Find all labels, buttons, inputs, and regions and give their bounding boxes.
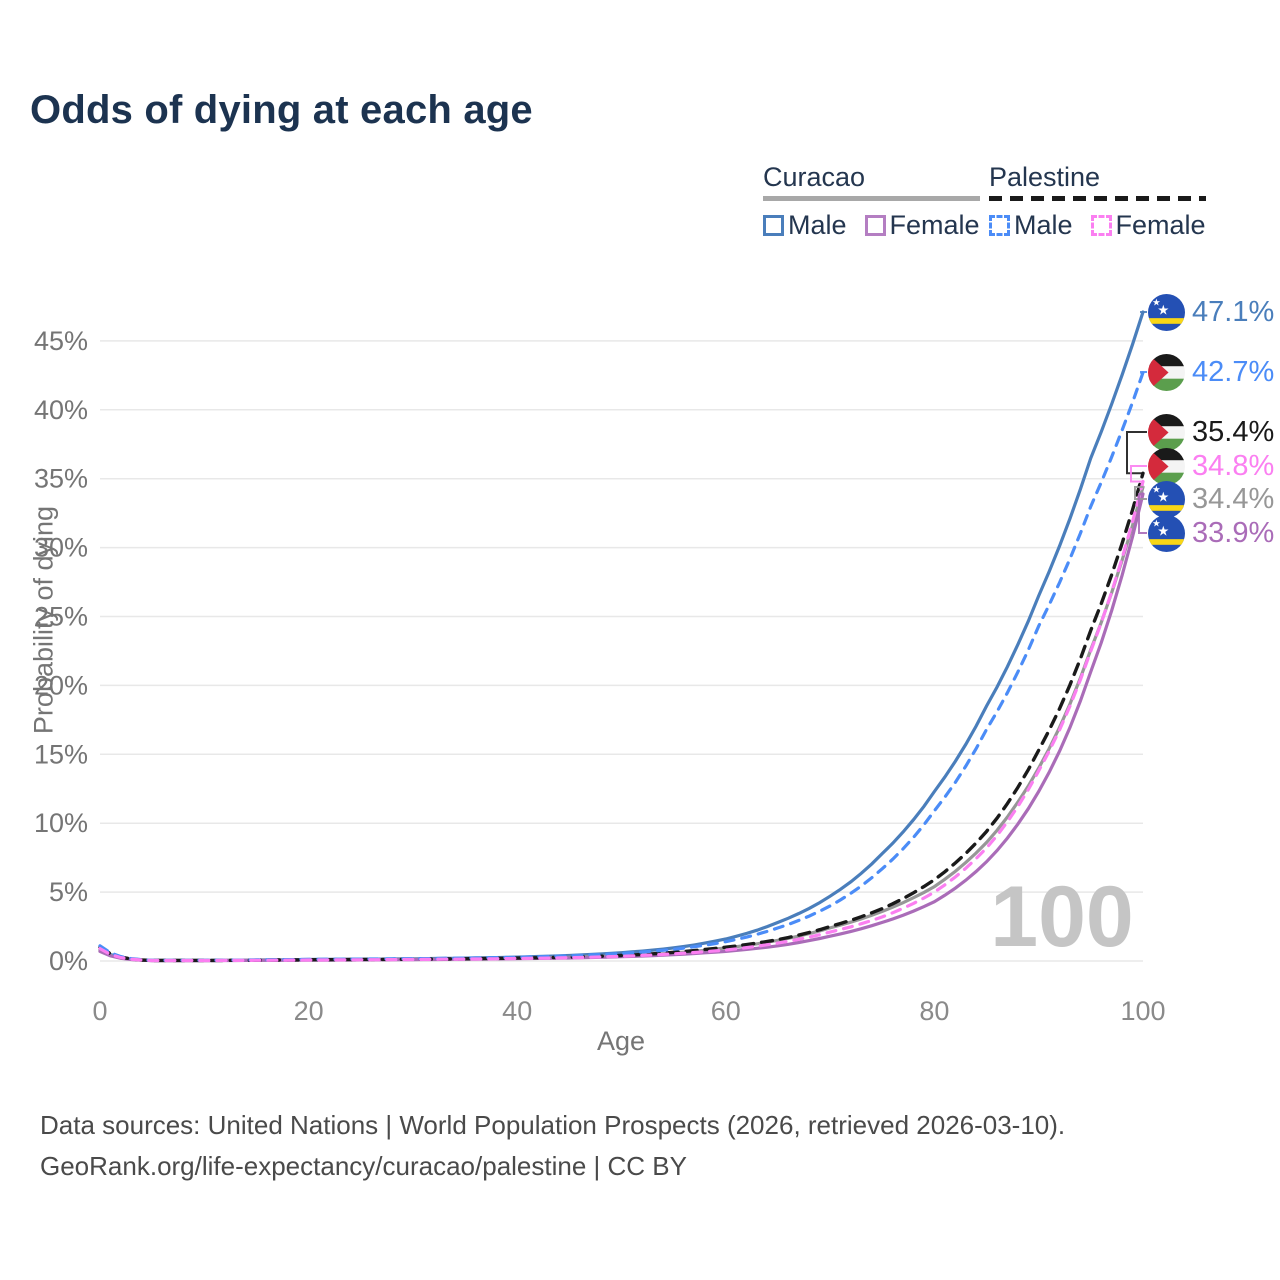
legend-item-label: Male	[1014, 210, 1073, 240]
x-tick-label: 80	[919, 996, 949, 1026]
end-label-value: 34.8%	[1192, 449, 1275, 482]
y-tick-label: 15%	[34, 739, 88, 769]
svg-text:★: ★	[1157, 523, 1169, 538]
x-tick-label: 0	[92, 996, 107, 1026]
x-tick-label: 40	[502, 996, 532, 1026]
footer: Data sources: United Nations | World Pop…	[40, 1105, 1065, 1187]
y-tick-label: 30%	[34, 533, 88, 563]
label-connector	[1138, 492, 1147, 534]
legend-group-palestine: Palestine Male Female	[989, 162, 1206, 241]
end-label-value: 34.4%	[1192, 482, 1275, 515]
svg-text:★: ★	[1157, 489, 1169, 504]
curacao-flag-icon: ★ ★	[1148, 514, 1185, 552]
y-tick-label: 10%	[34, 808, 88, 838]
series-line-curacao-both[interactable]	[98, 485, 1145, 963]
svg-text:★: ★	[1157, 302, 1169, 317]
label-connector	[1126, 431, 1147, 475]
legend-swatch-icon	[1090, 215, 1112, 236]
x-tick-label: 100	[1120, 996, 1165, 1026]
end-label-value: 47.1%	[1192, 295, 1275, 328]
svg-text:★: ★	[1152, 518, 1160, 528]
legend-country-line-style	[763, 196, 980, 201]
legend-group-curacao: Curacao Male Female	[763, 162, 980, 241]
end-label-value: 35.4%	[1192, 415, 1275, 448]
curacao-flag-icon: ★ ★	[1148, 480, 1185, 518]
legend-country-label[interactable]: Curacao	[763, 162, 866, 192]
label-connector	[1134, 485, 1147, 500]
label-connector	[1140, 371, 1147, 374]
y-tick-label: 5%	[49, 877, 88, 907]
end-label-palestine-both: 35.4%	[1148, 413, 1275, 451]
legend-items: Male Female	[989, 210, 1206, 241]
end-label-palestine-male: 42.7%	[1148, 353, 1275, 391]
palestine-flag-icon	[1148, 447, 1185, 485]
legend-country-line-style	[989, 196, 1206, 201]
y-tick-label: 20%	[34, 670, 88, 700]
series-line-palestine-male[interactable]	[98, 371, 1145, 962]
footer-attribution: GeoRank.org/life-expectancy/curacao/pale…	[40, 1151, 687, 1181]
series-line-palestine-both[interactable]	[98, 471, 1145, 963]
x-axis-title: Age	[596, 1026, 646, 1056]
svg-text:★: ★	[1152, 297, 1160, 307]
end-label-palestine-female: 34.8%	[1148, 447, 1275, 485]
page-title: Odds of dying at each age	[30, 88, 533, 132]
y-tick-label: 0%	[49, 946, 88, 976]
footer-data-sources: Data sources: United Nations | World Pop…	[40, 1110, 1066, 1140]
legend-item-curacao-female[interactable]: Female	[864, 210, 980, 241]
end-label-curacao-both: ★ ★ 34.4%	[1148, 480, 1275, 518]
x-tick-label: 20	[294, 996, 324, 1026]
end-label-curacao-male: ★ ★ 47.1%	[1148, 293, 1275, 331]
legend-swatch-icon	[989, 215, 1010, 236]
x-tick-label: 60	[711, 996, 741, 1026]
y-tick-label: 35%	[34, 464, 88, 494]
y-axis-title: Probability of dying	[28, 505, 59, 735]
legend-item-palestine-male[interactable]: Male	[989, 210, 1073, 241]
legend-items: Male Female	[763, 210, 980, 241]
legend-country-label[interactable]: Palestine	[989, 162, 1101, 192]
end-label-value: 42.7%	[1192, 355, 1275, 388]
legend-item-curacao-male[interactable]: Male	[763, 210, 847, 241]
end-label-curacao-female: ★ ★ 33.9%	[1148, 514, 1275, 552]
legend-item-label: Female	[1115, 210, 1206, 240]
svg-text:★: ★	[1152, 484, 1160, 494]
legend-swatch-icon	[763, 215, 784, 236]
palestine-flag-icon	[1148, 413, 1185, 451]
curacao-flag-icon: ★ ★	[1148, 293, 1185, 331]
y-tick-label: 25%	[34, 602, 88, 632]
palestine-flag-icon	[1148, 353, 1185, 391]
y-tick-label: 40%	[34, 395, 88, 425]
end-label-value: 33.9%	[1192, 516, 1275, 549]
series-line-palestine-female[interactable]	[98, 479, 1145, 963]
legend-item-palestine-female[interactable]: Female	[1090, 210, 1206, 241]
y-tick-label: 45%	[34, 326, 88, 356]
hovered-age-watermark: 100	[990, 869, 1134, 965]
legend-item-label: Male	[788, 210, 847, 240]
label-connector	[1130, 465, 1147, 483]
legend-item-label: Female	[889, 210, 980, 240]
legend-swatch-icon	[864, 215, 886, 236]
series-line-curacao-female[interactable]	[98, 492, 1145, 963]
